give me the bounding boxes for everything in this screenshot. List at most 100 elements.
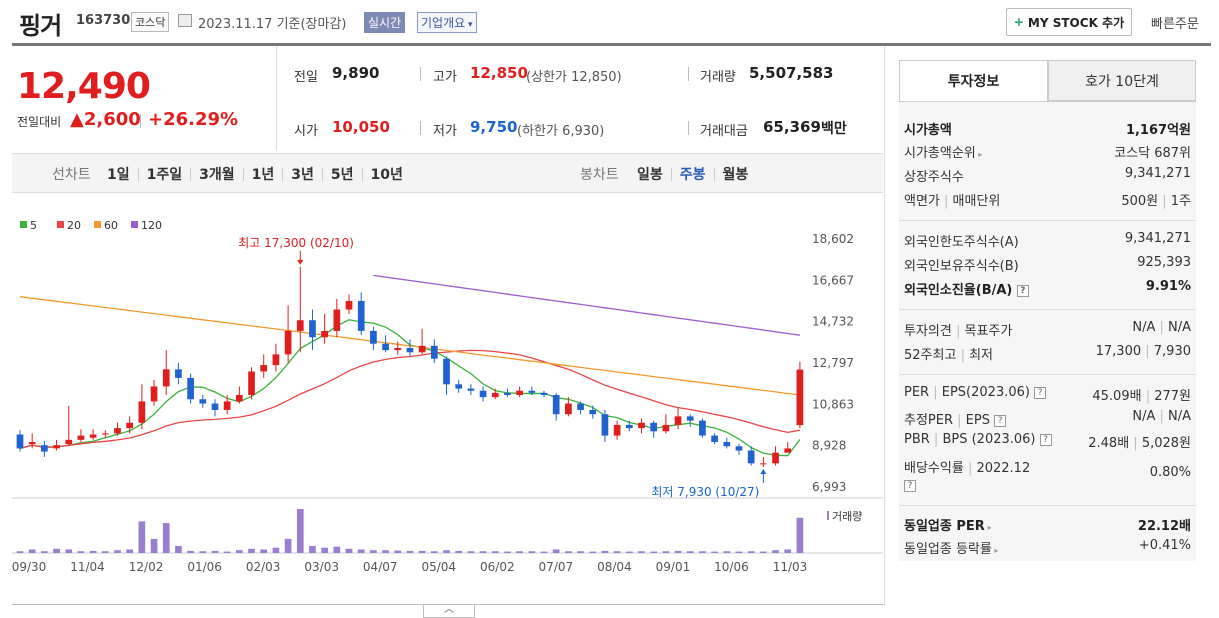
sector-rate-link[interactable]: 동일업종 등락률 ▸ — [904, 538, 998, 557]
period-line-6[interactable]: 10년 — [370, 167, 403, 183]
period-line-0[interactable]: 1일 — [107, 167, 130, 183]
quick-order-link[interactable]: 빠른주문 — [1151, 17, 1199, 32]
amount-unit: 백만 — [821, 121, 847, 137]
pbr-label: PBR — [904, 432, 930, 447]
volume-bar — [516, 551, 523, 553]
chevron-right-icon: ▸ — [975, 150, 983, 159]
divider — [276, 46, 277, 151]
period-line-5[interactable]: 5년 — [330, 167, 354, 183]
candle-body — [126, 422, 134, 429]
tab-order-book[interactable]: 호가 10단계 — [1048, 60, 1196, 101]
period-line-4[interactable]: 3년 — [291, 167, 314, 183]
w52-high-label: 52주최고 — [904, 348, 957, 363]
chart-svg: 5 20 60 120 18,602 16,667 14,732 12,797 10,863 8,… — [12, 219, 883, 574]
volume-bar — [345, 548, 353, 553]
volume-bar — [759, 551, 767, 553]
divider — [140, 114, 141, 128]
help-icon[interactable]: ? — [1016, 284, 1029, 297]
line-period-group: 1일 1주일 3개월 1년 3년 5년 10년 — [107, 164, 403, 184]
bps-value: 5,028원 — [1141, 436, 1191, 451]
volume-legend-swatch — [827, 511, 829, 520]
info-row-52week: 52주최고 | 최저 17,300 | 7,930 — [904, 344, 1191, 363]
w52-low-value: 7,930 — [1153, 344, 1191, 359]
volume-bar — [589, 551, 597, 553]
candle-body — [528, 390, 536, 393]
help-icon[interactable]: ? — [1034, 386, 1047, 399]
y-tick-label: 10,863 — [812, 397, 854, 411]
chevron-right-icon: ▸ — [991, 546, 999, 555]
divider — [242, 167, 244, 181]
sector-per-value: 22.12배 — [1137, 519, 1191, 534]
realtime-button[interactable]: 실시간 — [364, 12, 406, 33]
shares-label: 상장주식수 — [904, 170, 964, 185]
info-row-foreign-rate: 외국인소진율(B/A) ? 9.91% — [904, 279, 1191, 301]
help-icon[interactable]: ? — [994, 414, 1007, 427]
candle-body — [552, 394, 560, 415]
info-row-dividend: 배당수익률 | 2022.12? 0.80% — [904, 461, 1191, 492]
target-value: N/A — [1168, 320, 1191, 335]
help-icon[interactable]: ? — [904, 480, 916, 492]
w52-low-label: 최저 — [969, 348, 994, 363]
lower-limit: (하한가 6,930) — [517, 124, 605, 139]
candle-body — [28, 441, 36, 445]
x-tick-label: 06/02 — [480, 560, 515, 574]
candle-body — [199, 399, 207, 404]
collapse-button[interactable]: ︿ — [423, 605, 475, 618]
candle-body — [223, 401, 231, 410]
upper-limit: (상한가 12,850) — [526, 70, 622, 85]
period-candle-1[interactable]: 주봉 — [679, 167, 706, 183]
y-tick-label: 12,797 — [812, 356, 854, 370]
volume-bar — [114, 550, 121, 553]
add-mystock-button[interactable]: + MY STOCK 추가 — [1006, 8, 1132, 36]
volume-bar — [357, 549, 365, 553]
divider — [713, 167, 715, 181]
candle-body — [370, 330, 377, 344]
volume-bar — [235, 550, 243, 553]
info-row-market-cap: 시가총액 1,167억원 — [904, 119, 1191, 141]
candle-body — [357, 300, 365, 331]
candle-body — [565, 403, 572, 415]
period-candle-0[interactable]: 일봉 — [637, 167, 663, 183]
volume-bar — [41, 551, 48, 553]
volume-bar — [309, 545, 316, 553]
rank-link[interactable]: 시가총액순위 ▸ — [904, 142, 982, 161]
x-tick-label: 08/04 — [597, 560, 632, 574]
info-row-est-per: 추정PER | EPS ? N/A | N/A — [904, 409, 1191, 428]
period-line-3[interactable]: 1년 — [251, 167, 275, 183]
foreign-rate-value: 9.91% — [1145, 279, 1191, 294]
volume-bar — [430, 551, 438, 553]
tab-investment-info[interactable]: 투자정보 — [899, 60, 1048, 101]
low-value: 9,750 — [470, 118, 518, 136]
sector-per-link[interactable]: 동일업종 PER ▸ — [904, 515, 992, 534]
rank-label: 시가총액순위 — [904, 146, 976, 161]
period-line-2[interactable]: 3개월 — [199, 167, 235, 183]
candle-body — [89, 434, 97, 438]
legend-label-120: 120 — [141, 219, 162, 232]
period-candle-2[interactable]: 월봉 — [722, 167, 749, 183]
company-overview-dropdown[interactable]: 기업개요 ▾ — [417, 12, 477, 33]
foreign-limit-label: 외국인한도주식수(A) — [904, 235, 1019, 250]
info-row-pbr: PBR | BPS (2023.06) ? 2.48배 | 5,028원 — [904, 432, 1191, 451]
candle-body — [321, 330, 329, 338]
legend-label-20: 20 — [67, 219, 81, 232]
volume-bar — [723, 551, 731, 553]
x-tick-label: 09/30 — [12, 560, 46, 574]
period-line-1[interactable]: 1주일 — [146, 167, 183, 183]
divider — [670, 167, 672, 181]
price-rate: +26.29% — [148, 109, 239, 130]
help-icon[interactable]: ? — [1039, 433, 1052, 446]
stock-chart: 5 20 60 120 18,602 16,667 14,732 12,797 10,863 8,… — [12, 210, 883, 580]
divider — [361, 167, 363, 181]
volume-bar — [650, 551, 658, 553]
y-tick-label: 6,993 — [812, 480, 846, 494]
candle-body — [114, 428, 121, 434]
eps-value: 277원 — [1154, 389, 1191, 404]
candle-body — [699, 420, 706, 436]
volume-bar — [223, 551, 231, 553]
candle-body — [711, 435, 718, 442]
info-row-foreign-limit: 외국인한도주식수(A) 9,341,271 — [904, 231, 1191, 253]
candle-chart-label: 봉차트 — [580, 167, 619, 183]
rank-value: 코스닥 687위 — [1114, 146, 1191, 161]
mystock-label: MY STOCK 추가 — [1027, 15, 1125, 30]
min-annotation: 최저 7,930 (10/27) — [651, 485, 759, 499]
